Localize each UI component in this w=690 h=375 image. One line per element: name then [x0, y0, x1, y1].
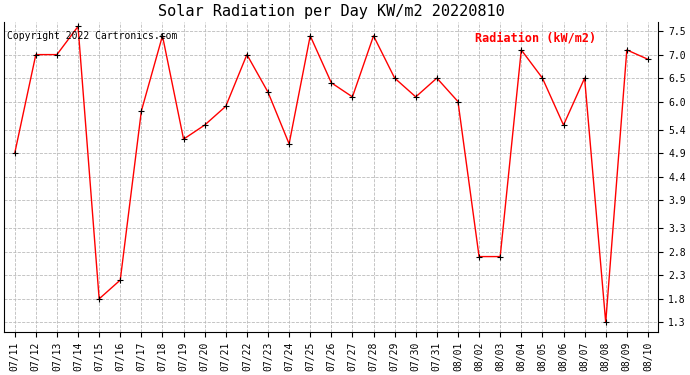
Text: Radiation (kW/m2): Radiation (kW/m2) — [475, 31, 596, 44]
Title: Solar Radiation per Day KW/m2 20220810: Solar Radiation per Day KW/m2 20220810 — [158, 4, 504, 19]
Text: Copyright 2022 Cartronics.com: Copyright 2022 Cartronics.com — [8, 31, 178, 41]
